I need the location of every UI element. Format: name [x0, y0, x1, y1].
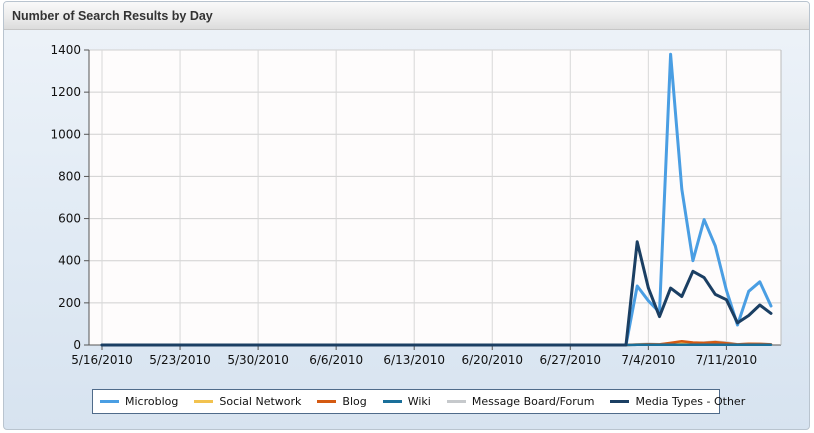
y-tick-label: 600	[58, 212, 81, 226]
legend-swatch	[100, 400, 119, 403]
series-line-media-types-other	[100, 240, 773, 347]
x-tick-label: 7/4/2010	[621, 353, 675, 367]
y-tick-label: 0	[73, 338, 81, 352]
legend-swatch	[446, 400, 466, 403]
legend-label: Message Board/Forum	[471, 395, 595, 408]
legend-swatch	[317, 400, 337, 403]
y-tick-label: 200	[58, 296, 81, 310]
legend-label: Social Network	[219, 395, 302, 408]
legend-item: Blog	[317, 395, 367, 408]
x-tick-label: 6/6/2010	[309, 353, 363, 367]
x-tick-label: 5/30/2010	[227, 353, 289, 367]
legend-item: Microblog	[100, 395, 178, 408]
panel-header: Number of Search Results by Day	[4, 2, 809, 30]
y-tick-label: 1200	[50, 85, 81, 99]
y-tick-label: 1400	[50, 43, 81, 57]
y-tick-label: 1000	[50, 127, 81, 141]
legend-label: Wiki	[407, 395, 431, 408]
x-tick-label: 6/20/2010	[461, 353, 523, 367]
legend-label: Media Types - Other	[635, 395, 746, 408]
chart-legend: Microblog Social Network Blog Wiki Message B…	[92, 389, 745, 414]
x-tick-label: 5/23/2010	[149, 353, 211, 367]
legend-swatch	[194, 400, 214, 403]
legend-swatch	[610, 400, 630, 403]
plot-area	[89, 50, 781, 345]
legend-item: Message Board/Forum	[446, 395, 595, 408]
y-tick-label: 400	[58, 254, 81, 268]
legend-label: Blog	[342, 395, 367, 408]
legend-label: Microblog	[125, 395, 179, 408]
legend-item: Media Types - Other	[610, 395, 745, 408]
legend-item: Social Network	[194, 395, 301, 408]
x-tick-label: 6/27/2010	[540, 353, 602, 367]
legend-swatch	[382, 400, 402, 403]
x-tick-label: 5/16/2010	[71, 353, 133, 367]
y-tick-label: 800	[58, 169, 81, 183]
legend-item: Wiki	[382, 395, 431, 408]
x-tick-label: 6/13/2010	[383, 353, 445, 367]
panel-title: Number of Search Results by Day	[12, 9, 213, 23]
x-tick-label: 7/11/2010	[696, 353, 758, 367]
